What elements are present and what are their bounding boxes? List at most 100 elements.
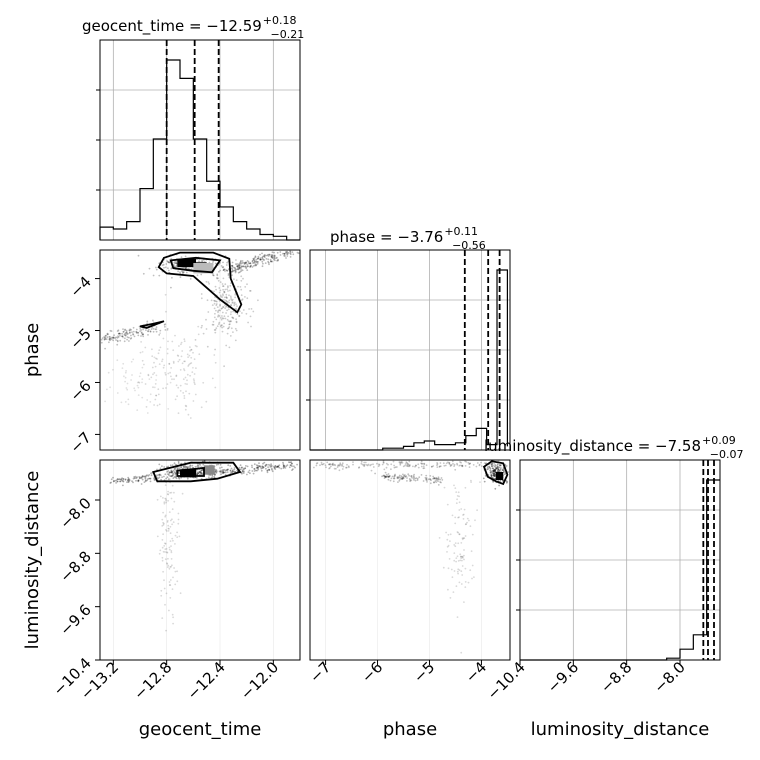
sample-point: [140, 332, 143, 335]
sample-point: [129, 337, 132, 340]
sample-point: [164, 558, 167, 561]
sample-point: [227, 286, 229, 289]
sample-point: [226, 261, 229, 264]
sample-point: [185, 466, 188, 468]
sample-point: [335, 467, 337, 470]
sample-point: [352, 461, 354, 463]
sample-point: [402, 473, 404, 476]
sample-point: [385, 466, 388, 469]
sample-point: [180, 465, 183, 468]
sample-point: [370, 469, 373, 472]
sample-point: [148, 378, 151, 380]
sample-point: [236, 266, 239, 268]
sample-point: [239, 261, 242, 264]
sample-point: [264, 464, 267, 467]
sample-point: [158, 363, 161, 365]
sample-point: [146, 412, 149, 414]
sample-point: [231, 470, 234, 473]
sample-point: [167, 260, 169, 263]
sample-point: [168, 261, 171, 264]
sample-point: [269, 466, 272, 468]
sample-point: [109, 482, 112, 484]
sample-point: [174, 543, 176, 545]
sample-point: [115, 479, 118, 482]
sample-point: [136, 384, 139, 387]
sample-point: [143, 475, 146, 478]
sample-point: [232, 316, 234, 319]
sample-point: [507, 471, 509, 473]
sample-point: [230, 304, 232, 306]
sample-point: [241, 269, 244, 272]
sample-point: [227, 273, 230, 275]
sample-point: [169, 584, 172, 586]
sample-point: [503, 469, 505, 472]
sample-point: [190, 356, 193, 359]
sample-point: [231, 471, 234, 474]
sample-point: [189, 467, 192, 469]
sample-point: [128, 479, 131, 481]
sample-point: [140, 483, 143, 485]
sample-point: [459, 461, 461, 463]
sample-point: [464, 567, 467, 570]
sample-point: [170, 550, 173, 552]
sample-point: [214, 471, 217, 473]
sample-point: [170, 471, 173, 473]
sample-point: [425, 478, 427, 481]
sample-point: [244, 467, 247, 470]
sample-point: [341, 468, 344, 470]
sample-point: [151, 366, 154, 369]
sample-point: [471, 533, 474, 536]
sample-point: [133, 476, 136, 478]
sample-point: [495, 467, 498, 470]
sample-point: [219, 303, 222, 306]
sample-point: [172, 539, 174, 542]
sample-point: [489, 467, 492, 470]
sample-point: [456, 495, 459, 497]
sample-point: [404, 475, 406, 478]
sample-point: [270, 260, 272, 263]
sample-point: [291, 462, 293, 465]
sample-point: [459, 553, 462, 556]
sample-point: [225, 296, 228, 298]
sample-point: [221, 317, 224, 320]
sample-point: [453, 544, 456, 546]
sample-point: [492, 467, 494, 470]
sample-point: [453, 465, 455, 467]
sample-point: [445, 531, 447, 534]
sample-point: [179, 592, 182, 595]
sample-point: [136, 409, 139, 411]
sample-point: [185, 390, 187, 393]
sample-point: [137, 334, 140, 337]
sample-point: [167, 493, 170, 496]
sample-point: [493, 462, 496, 465]
sample-point: [289, 256, 292, 258]
sample-point: [197, 465, 200, 467]
sample-point: [172, 473, 175, 476]
sample-point: [103, 336, 105, 338]
sample-point: [260, 467, 263, 470]
sample-point: [270, 467, 273, 470]
sample-point: [127, 476, 130, 479]
sample-point: [227, 327, 230, 329]
sample-point: [448, 461, 451, 464]
sample-point: [132, 326, 135, 329]
sample-point: [278, 464, 281, 467]
sample-point: [164, 484, 167, 486]
density-cell: [177, 258, 196, 268]
sample-point: [432, 477, 434, 480]
sample-point: [245, 266, 247, 269]
sample-point: [169, 471, 171, 474]
sample-point: [493, 475, 496, 477]
sample-point: [215, 318, 218, 321]
sample-point: [166, 476, 169, 479]
sample-point: [254, 264, 256, 267]
sample-point: [137, 386, 140, 389]
sample-point: [493, 474, 495, 476]
density-cell: [193, 262, 214, 274]
sample-point: [131, 480, 133, 482]
sample-point: [169, 371, 172, 374]
sample-point: [182, 378, 185, 381]
sample-point: [173, 476, 176, 479]
sample-point: [283, 252, 286, 255]
sample-point: [238, 264, 240, 267]
